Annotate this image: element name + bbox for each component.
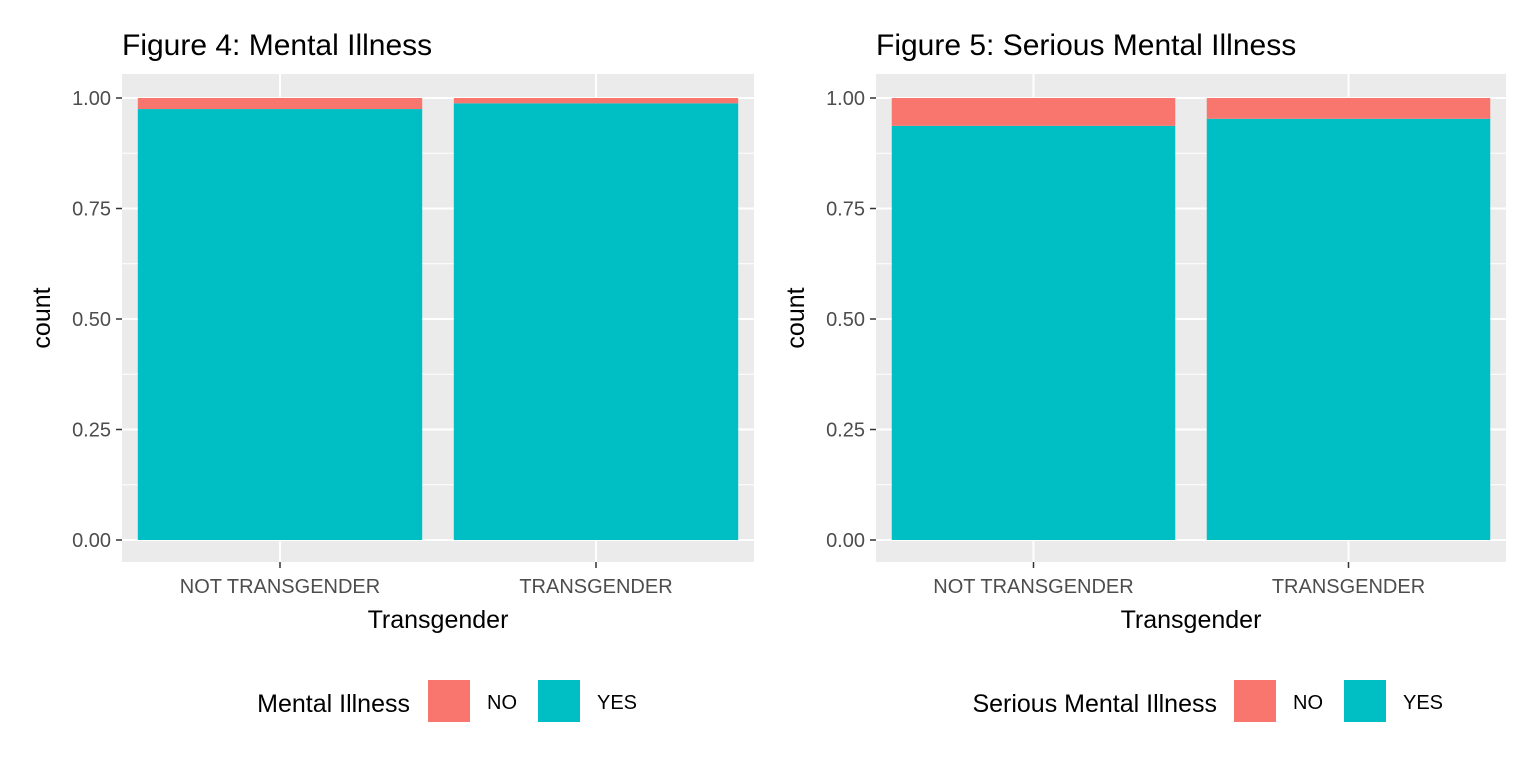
bar-no (891, 98, 1176, 126)
y-tick-label: 0.50 (826, 309, 865, 331)
y-tick-label: 0.75 (72, 199, 111, 221)
chart-title: Figure 5: Serious Mental Illness (876, 29, 1296, 62)
y-tick-label: 0.75 (826, 199, 865, 221)
x-tick-label: NOT TRANSGENDER (933, 576, 1133, 598)
legend-key-no (428, 680, 470, 722)
y-tick-label: 0.00 (826, 530, 865, 552)
legend-title: Mental Illness (257, 690, 410, 718)
bar-yes (453, 103, 739, 540)
x-axis-title: Transgender (1121, 606, 1262, 634)
y-tick-label: 0.50 (72, 309, 111, 331)
legend-label-no: NO (487, 692, 517, 714)
bar-yes (1206, 118, 1491, 541)
y-axis-title: count (782, 287, 810, 348)
bar-yes (137, 109, 423, 541)
y-tick-label: 0.25 (826, 420, 865, 442)
legend-label-no: NO (1293, 692, 1323, 714)
legend-key-no (1234, 680, 1276, 722)
x-tick-label: NOT TRANSGENDER (180, 576, 380, 598)
legend-label-yes: YES (1403, 692, 1443, 714)
y-tick-label: 1.00 (826, 88, 865, 110)
legend-key-yes (1344, 680, 1386, 722)
figure-5-panel: 0.00 0.25 0.50 0.75 1.00 NOT TRANSGENDER TRANS… (782, 29, 1506, 722)
y-axis-title: count (28, 287, 56, 348)
figure-4-panel: 0.00 0.25 0.50 0.75 1.00 NOT TRANSGENDER TRANS… (28, 29, 754, 722)
chart-title: Figure 4: Mental Illness (122, 29, 432, 62)
legend-title: Serious Mental Illness (972, 690, 1217, 718)
bar-no (137, 98, 423, 110)
x-tick-label: TRANSGENDER (1272, 576, 1425, 598)
x-axis-title: Transgender (368, 606, 509, 634)
y-tick-label: 0.00 (72, 530, 111, 552)
x-tick-label: TRANSGENDER (519, 576, 672, 598)
y-tick-label: 0.25 (72, 420, 111, 442)
bar-yes (891, 125, 1176, 540)
legend-label-yes: YES (597, 692, 637, 714)
bar-no (1206, 98, 1491, 119)
y-tick-label: 1.00 (72, 88, 111, 110)
bar-no (453, 98, 739, 104)
legend-key-yes (538, 680, 580, 722)
